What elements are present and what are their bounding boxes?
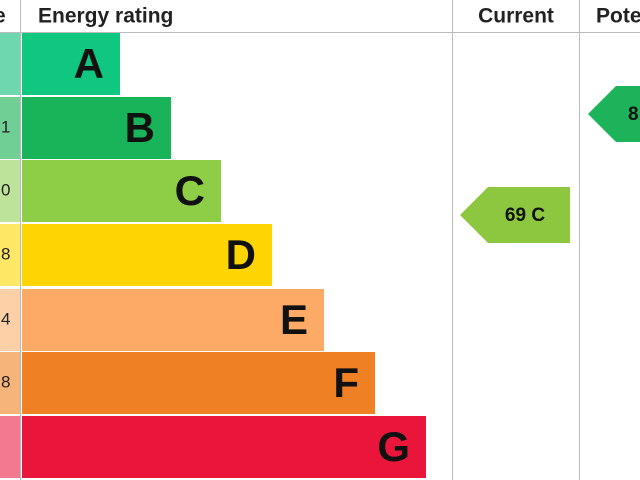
- score-cell: [0, 416, 20, 478]
- band-letter: D: [226, 231, 256, 278]
- score-cell: [0, 224, 20, 286]
- band-bar: [22, 33, 120, 95]
- band-letter: E: [280, 296, 308, 343]
- band-bar: [22, 97, 171, 159]
- header-potential: Pote: [596, 5, 640, 28]
- header-score: e: [0, 5, 6, 28]
- current-arrow: [460, 187, 570, 243]
- score-cell: [0, 97, 20, 159]
- current-label: 69 C: [505, 205, 545, 226]
- band-letter: F: [333, 359, 359, 406]
- score-fragment: 8: [1, 372, 10, 391]
- score-cell: [0, 289, 20, 351]
- band-bar: [22, 352, 375, 414]
- band-bar: [22, 289, 324, 351]
- header-current: Current: [478, 5, 554, 28]
- rating-rows: A 1 B 0 C 8 D 4 E 8 FG: [0, 33, 426, 478]
- band-letter: C: [175, 167, 205, 214]
- score-cell: [0, 33, 20, 95]
- band-bar: [22, 416, 426, 478]
- score-fragment: 0: [1, 180, 10, 199]
- score-fragment: 4: [1, 309, 10, 328]
- header-rating: Energy rating: [38, 5, 173, 28]
- score-fragment: 1: [1, 117, 10, 136]
- score-cell: [0, 352, 20, 414]
- band-letter: G: [377, 423, 410, 470]
- score-cell: [0, 160, 20, 222]
- band-bar: [22, 160, 221, 222]
- band-bar: [22, 224, 272, 286]
- potential-label: 8: [628, 104, 639, 125]
- score-fragment: 8: [1, 244, 10, 263]
- band-letter: B: [125, 104, 155, 151]
- band-letter: A: [74, 40, 104, 87]
- potential-arrow: [588, 86, 640, 142]
